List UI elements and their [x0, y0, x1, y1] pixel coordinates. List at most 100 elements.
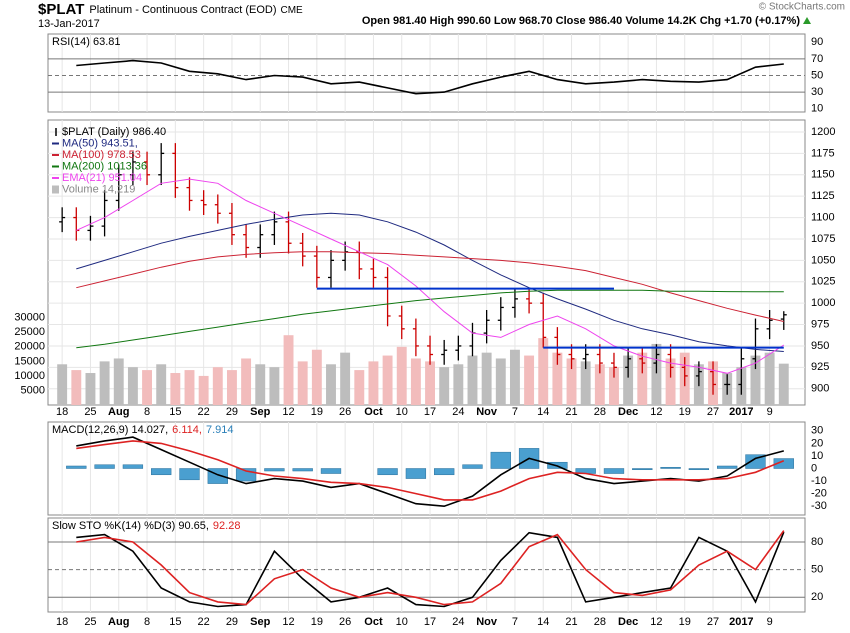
volume-bar: [524, 355, 535, 405]
x-tick-label: 19: [311, 406, 323, 418]
legend-entry: 6.114,: [172, 424, 202, 436]
volume-tick-label: 30000: [14, 312, 45, 324]
volume-bar: [609, 367, 619, 405]
volume-bar: [425, 361, 435, 405]
x-tick-label: 10: [396, 406, 408, 418]
y-tick-label: -30: [811, 500, 827, 512]
histogram-bar: [377, 468, 398, 476]
volume-bar: [184, 370, 195, 405]
x-tick-label: Aug: [108, 406, 129, 418]
credit: © StockCharts.com: [759, 2, 845, 13]
x-tick-label: Nov: [476, 406, 498, 418]
y-tick-label: 0: [811, 462, 817, 474]
y-tick-label: 70: [811, 53, 823, 65]
volume-bar: [467, 355, 478, 405]
x-tick-label: 24: [452, 616, 464, 628]
volume-bar: [396, 346, 407, 405]
y-tick-label: 10: [811, 450, 823, 462]
volume-bar: [580, 361, 591, 405]
y-tick-label: 1200: [811, 126, 835, 138]
y-tick-label: 1100: [811, 211, 835, 223]
y-tick-label: 950: [811, 340, 829, 352]
series-line: [76, 531, 785, 608]
histogram-bar: [688, 468, 710, 471]
x-tick-label: Aug: [108, 616, 129, 628]
x-tick-label: 29: [226, 406, 238, 418]
chart-title: $PLAT Platinum - Continuous Contract (EOD…: [38, 1, 303, 18]
x-tick-label: 24: [452, 406, 464, 418]
x-tick-label: 2017: [729, 406, 753, 418]
x-tick-label: 7: [512, 616, 518, 628]
volume-bar: [410, 358, 421, 405]
y-tick-label: 50: [811, 69, 823, 81]
y-tick-label: 1000: [811, 297, 835, 309]
histogram-bar: [292, 468, 313, 472]
histogram-bar: [151, 468, 172, 476]
volume-bar: [764, 352, 775, 405]
x-tick-label: 14: [537, 616, 549, 628]
legend-entry: 92.28: [213, 520, 241, 532]
y-tick-label: -20: [811, 488, 827, 500]
legend-entry: MA(200) 1013.36: [62, 160, 147, 172]
y-tick-label: 20: [811, 591, 823, 603]
histogram-bar: [745, 454, 766, 469]
x-tick-label: 25: [84, 616, 96, 628]
histogram-bar: [94, 464, 115, 469]
volume-bar: [142, 370, 152, 405]
y-tick-label: 1025: [811, 276, 835, 288]
volume-bar: [297, 361, 308, 405]
x-tick-label: Dec: [618, 406, 638, 418]
series-line: [76, 59, 784, 95]
histogram-bar: [320, 468, 342, 474]
y-tick-label: 20: [811, 437, 823, 449]
x-tick-label: 7: [512, 406, 518, 418]
y-tick-label: 1150: [811, 169, 835, 181]
volume-bar: [382, 355, 393, 405]
volume-bar: [127, 367, 138, 405]
volume-bar: [439, 367, 450, 405]
volume-tick-label: 5000: [21, 384, 45, 396]
y-tick-label: 30: [811, 86, 823, 98]
x-tick-label: 21: [565, 616, 577, 628]
y-tick-label: 90: [811, 36, 823, 48]
x-tick-label: 8: [144, 406, 150, 418]
histogram-bar: [773, 458, 794, 469]
x-tick-label: 28: [594, 616, 606, 628]
volume-bar: [113, 358, 124, 405]
volume-bar: [566, 358, 577, 405]
panel-frame: [47, 33, 806, 113]
histogram-bar: [122, 464, 144, 469]
x-tick-label: 27: [707, 616, 719, 628]
x-tick-label: 25: [84, 406, 96, 418]
instrument-name: Platinum - Continuous Contract (EOD): [89, 4, 276, 16]
volume-bar: [283, 335, 294, 405]
x-tick-label: 29: [226, 616, 238, 628]
volume-bar: [198, 375, 209, 405]
legend-swatch: [52, 185, 59, 194]
volume-bar: [368, 361, 379, 405]
x-tick-label: 2017: [729, 616, 753, 628]
legend-entry: MACD(12,26,9) 14.027,: [52, 424, 168, 436]
volume-bar: [778, 363, 789, 405]
series-line: [76, 178, 785, 374]
legend-entry: Volume 14,219: [62, 183, 135, 195]
y-tick-label: 1050: [811, 254, 835, 266]
histogram-bar: [717, 465, 738, 469]
x-tick-label: 15: [169, 406, 181, 418]
legend-entry: MA(50) 943.51,: [62, 137, 138, 149]
histogram-bar: [660, 466, 681, 469]
volume-bar: [453, 364, 464, 405]
y-tick-label: 1125: [811, 190, 835, 202]
volume-bar: [85, 373, 96, 405]
x-tick-label: 28: [594, 406, 606, 418]
histogram-bar: [66, 465, 87, 469]
x-tick-label: 22: [198, 616, 210, 628]
exchange: CME: [280, 5, 303, 16]
x-tick-label: 12: [282, 616, 294, 628]
x-tick-label: 12: [282, 406, 294, 418]
y-tick-label: 900: [811, 383, 829, 395]
volume-bar: [57, 364, 68, 405]
y-tick-label: 975: [811, 318, 829, 330]
x-tick-label: Oct: [364, 406, 383, 418]
x-tick-label: 19: [311, 616, 323, 628]
